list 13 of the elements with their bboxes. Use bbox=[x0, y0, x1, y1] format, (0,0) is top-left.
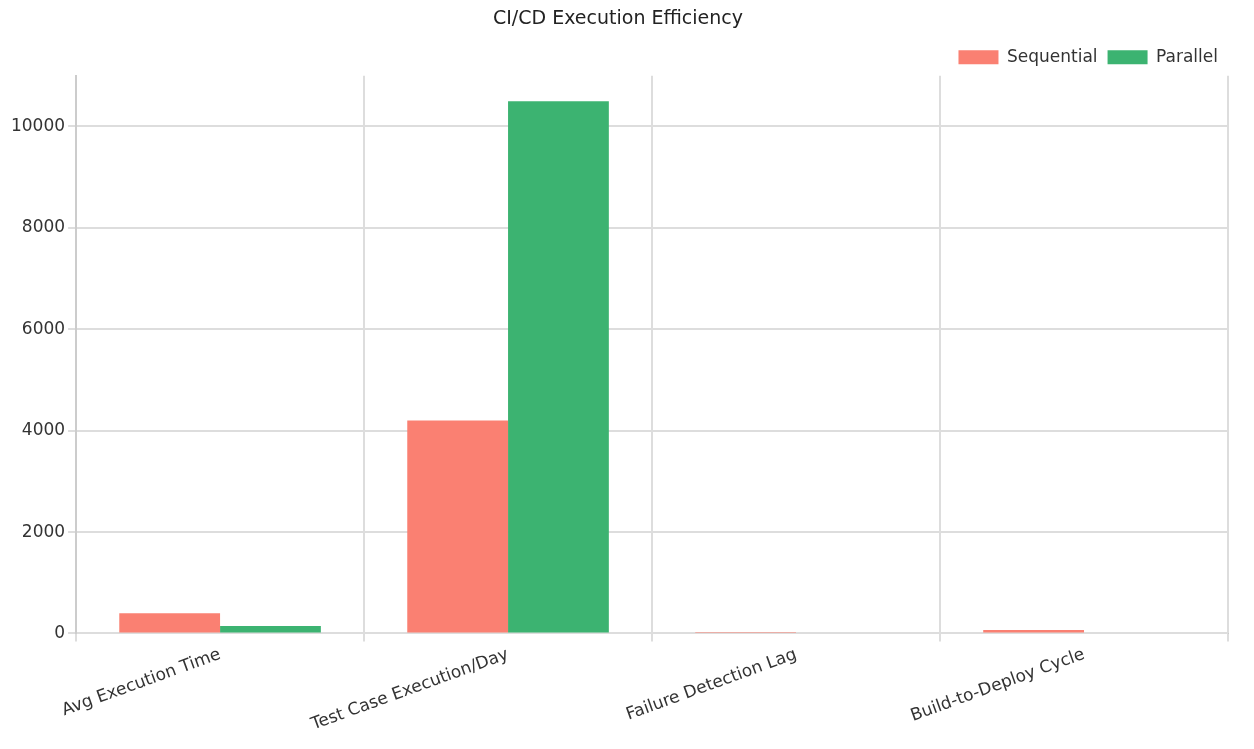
y-tick-label: 6000 bbox=[21, 317, 66, 338]
legend-label: Parallel bbox=[1156, 45, 1219, 66]
chart-title: CI/CD Execution Efficiency bbox=[492, 6, 744, 29]
y-tick-label: 8000 bbox=[21, 216, 66, 237]
bar bbox=[407, 420, 509, 633]
bar bbox=[119, 613, 221, 633]
bar bbox=[220, 625, 321, 633]
y-tick-label: 4000 bbox=[21, 419, 66, 440]
bar bbox=[508, 101, 609, 633]
legend-label: Sequential bbox=[1006, 45, 1098, 66]
y-tick-label: 2000 bbox=[21, 520, 66, 541]
y-tick-label: 10000 bbox=[10, 114, 66, 135]
y-tick-label: 0 bbox=[54, 621, 66, 642]
